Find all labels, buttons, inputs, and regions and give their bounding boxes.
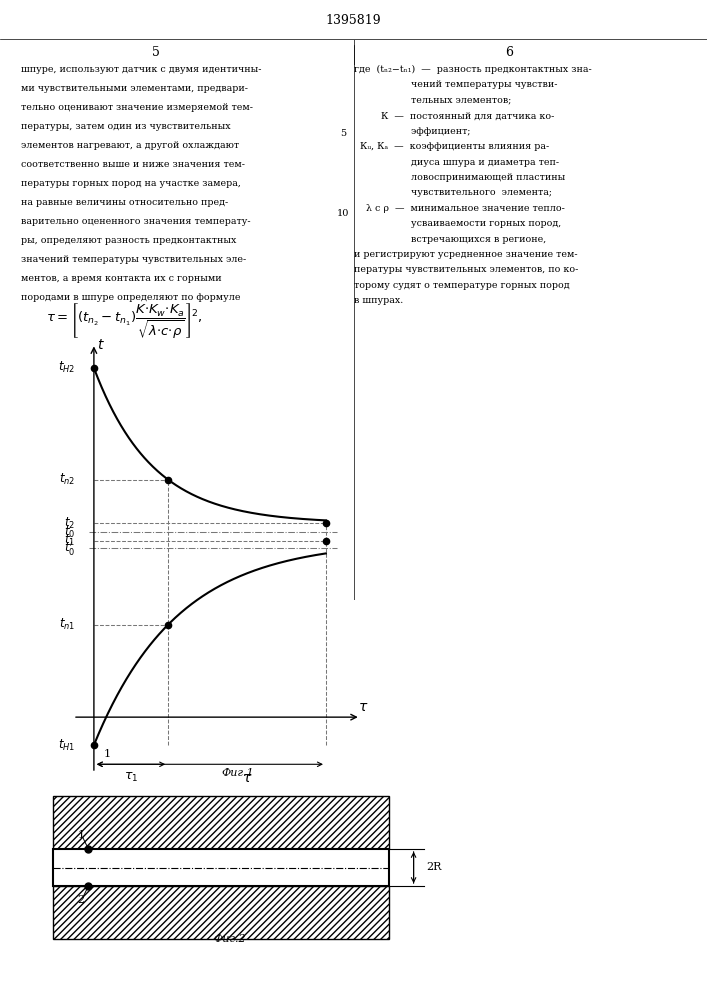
Text: К  —  постоянный для датчика ко-: К — постоянный для датчика ко-	[354, 111, 554, 120]
Text: λ с ρ  —  минимальное значение тепло-: λ с ρ — минимальное значение тепло-	[354, 204, 564, 213]
Text: $t_{n2}$: $t_{n2}$	[59, 472, 76, 487]
Text: значений температуры чувствительных эле-: значений температуры чувствительных эле-	[21, 255, 247, 264]
Text: $t_1$: $t_1$	[64, 533, 76, 548]
Bar	[53, 849, 389, 886]
Text: тельных элементов;: тельных элементов;	[354, 96, 511, 105]
Text: $t_0$: $t_0$	[64, 525, 76, 540]
Text: $t_{n1}$: $t_{n1}$	[59, 617, 76, 632]
Text: диуса шпура и диаметра теп-: диуса шпура и диаметра теп-	[354, 158, 559, 167]
Text: на равные величины относительно пред-: на равные величины относительно пред-	[21, 198, 228, 207]
Text: пературы чувствительных элементов, по ко-: пературы чувствительных элементов, по ко…	[354, 265, 578, 274]
Text: $\tau$: $\tau$	[358, 700, 368, 714]
Text: $t_0'$: $t_0'$	[64, 539, 76, 557]
Text: эффициент;: эффициент;	[354, 127, 470, 136]
Text: чувствительного  элемента;: чувствительного элемента;	[354, 188, 551, 197]
Text: соответственно выше и ниже значения тем-: соответственно выше и ниже значения тем-	[21, 160, 245, 169]
Text: $\tau = \left[(t_{n_2}-t_{n_1})\dfrac{K{\cdot}K_w{\cdot}K_a}{\sqrt{\lambda{\cdot: $\tau = \left[(t_{n_2}-t_{n_1})\dfrac{K{…	[46, 302, 202, 341]
Text: варительно оцененного значения температу-: варительно оцененного значения температу…	[21, 217, 251, 226]
Text: встречающихся в регионе,: встречающихся в регионе,	[354, 235, 546, 244]
Text: торому судят о температуре горных пород: торому судят о температуре горных пород	[354, 281, 569, 290]
Text: ры, определяют разность предконтактных: ры, определяют разность предконтактных	[21, 236, 237, 245]
Text: в шпурах.: в шпурах.	[354, 296, 403, 305]
Text: и регистрируют усредненное значение тем-: и регистрируют усредненное значение тем-	[354, 250, 577, 259]
Text: 5: 5	[151, 46, 160, 59]
Text: 1: 1	[78, 830, 85, 840]
Text: $t_2$: $t_2$	[64, 516, 76, 531]
Text: шпуре, используют датчик с двумя идентичны-: шпуре, используют датчик с двумя идентич…	[21, 65, 262, 74]
Text: ловоспринимающей пластины: ловоспринимающей пластины	[354, 173, 565, 182]
Text: элементов нагревают, а другой охлаждают: элементов нагревают, а другой охлаждают	[21, 141, 240, 150]
Text: где  (tₙ₂−tₙ₁)  —  разность предконтактных зна-: где (tₙ₂−tₙ₁) — разность предконтактных …	[354, 65, 591, 74]
Text: ментов, а время контакта их с горными: ментов, а время контакта их с горными	[21, 274, 222, 283]
Text: пературы горных пород на участке замера,: пературы горных пород на участке замера,	[21, 179, 241, 188]
Bar	[53, 796, 389, 849]
Bar	[53, 886, 389, 939]
Text: $\tau$: $\tau$	[242, 771, 252, 785]
Text: Кᵤ, Кₐ  —  коэффициенты влияния ра-: Кᵤ, Кₐ — коэффициенты влияния ра-	[354, 142, 549, 151]
Text: Фиг.1: Фиг.1	[221, 768, 254, 778]
Text: $\tau_1$: $\tau_1$	[124, 771, 138, 784]
Text: 10: 10	[337, 209, 349, 218]
Text: чений температуры чувстви-: чений температуры чувстви-	[354, 80, 557, 89]
Text: 2: 2	[78, 895, 85, 905]
Text: Фиг.2: Фиг.2	[214, 934, 246, 944]
Text: 2R: 2R	[426, 862, 441, 872]
Text: ми чувствительными элементами, предвари-: ми чувствительными элементами, предвари-	[21, 84, 248, 93]
Text: 5: 5	[340, 129, 346, 138]
Text: $t$: $t$	[98, 338, 105, 352]
Text: тельно оценивают значение измеряемой тем-: тельно оценивают значение измеряемой тем…	[21, 103, 253, 112]
Text: 1: 1	[103, 749, 110, 759]
Text: усваиваемости горных пород,: усваиваемости горных пород,	[354, 219, 561, 228]
Text: $t_{H1}$: $t_{H1}$	[58, 738, 76, 753]
Text: пературы, затем один из чувствительных: пературы, затем один из чувствительных	[21, 122, 230, 131]
Text: 6: 6	[505, 46, 513, 59]
Text: $t_{H2}$: $t_{H2}$	[58, 360, 76, 375]
Text: 1395819: 1395819	[326, 13, 381, 26]
Text: породами в шпуре определяют по формуле: породами в шпуре определяют по формуле	[21, 293, 240, 302]
